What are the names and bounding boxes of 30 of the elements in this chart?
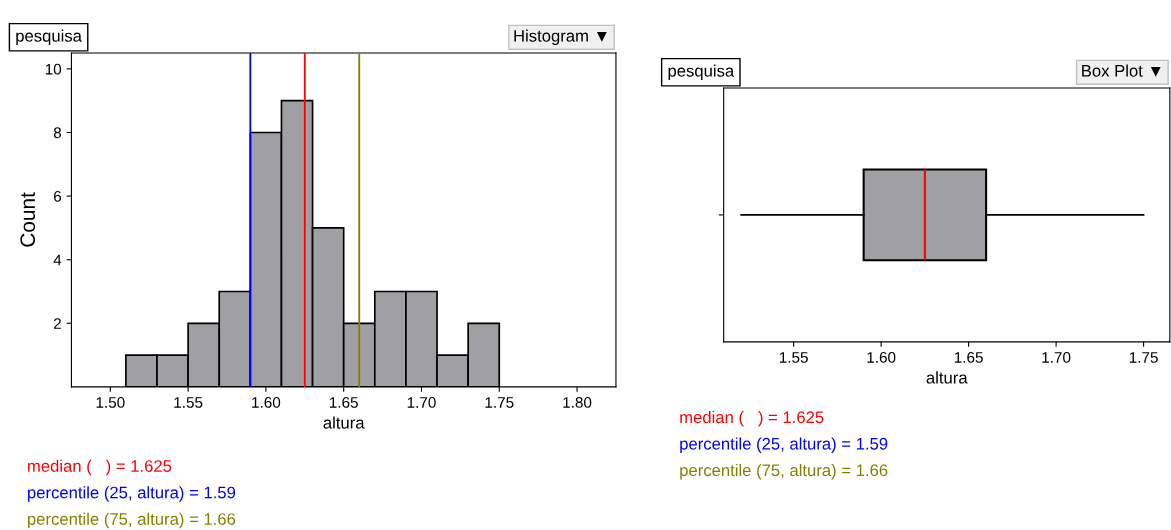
chart-title: pesquisa <box>668 64 735 81</box>
x-tick-label: 1.75 <box>1129 352 1158 363</box>
text: Histogram ▼ <box>514 29 607 46</box>
x-tick-label: 1.60 <box>252 397 281 408</box>
y-tick-label: 10 <box>45 63 62 75</box>
text: percentile (25, altura) = 1.59 <box>28 486 236 502</box>
x-axis-title: altura <box>323 416 365 429</box>
text: percentile (75, altura) = 1.66 <box>680 463 888 480</box>
y-tick-label: 4 <box>53 254 62 266</box>
x-tick-label: 1.55 <box>174 397 203 408</box>
text: median ( ) = 1.625 <box>28 459 172 476</box>
x-tick-label: 1.60 <box>867 351 896 363</box>
y-tick-label: 6 <box>53 190 62 202</box>
chart-title: pesquisa <box>16 29 82 46</box>
y-axis-title: Count <box>20 192 36 247</box>
y-tick-label: 2 <box>53 318 61 329</box>
x-tick-label: 1.50 <box>96 397 125 408</box>
x-tick-label: 1.70 <box>407 397 436 408</box>
text: median ( ) = 1.625 <box>680 410 824 427</box>
text: percentile (25, altura) = 1.59 <box>680 437 888 453</box>
x-tick-label: 1.70 <box>1042 351 1071 363</box>
x-tick-label: 1.55 <box>779 352 808 363</box>
x-tick-label: 1.80 <box>563 397 592 408</box>
x-tick-label: 1.75 <box>485 397 514 408</box>
y-tick-label: 8 <box>53 127 62 139</box>
text: Box Plot ▼ <box>1082 64 1161 77</box>
x-axis-title: altura <box>926 371 968 384</box>
x-tick-label: 1.65 <box>329 397 358 408</box>
x-tick-label: 1.65 <box>954 351 983 363</box>
text: percentile (75, altura) = 1.66 <box>28 512 236 529</box>
